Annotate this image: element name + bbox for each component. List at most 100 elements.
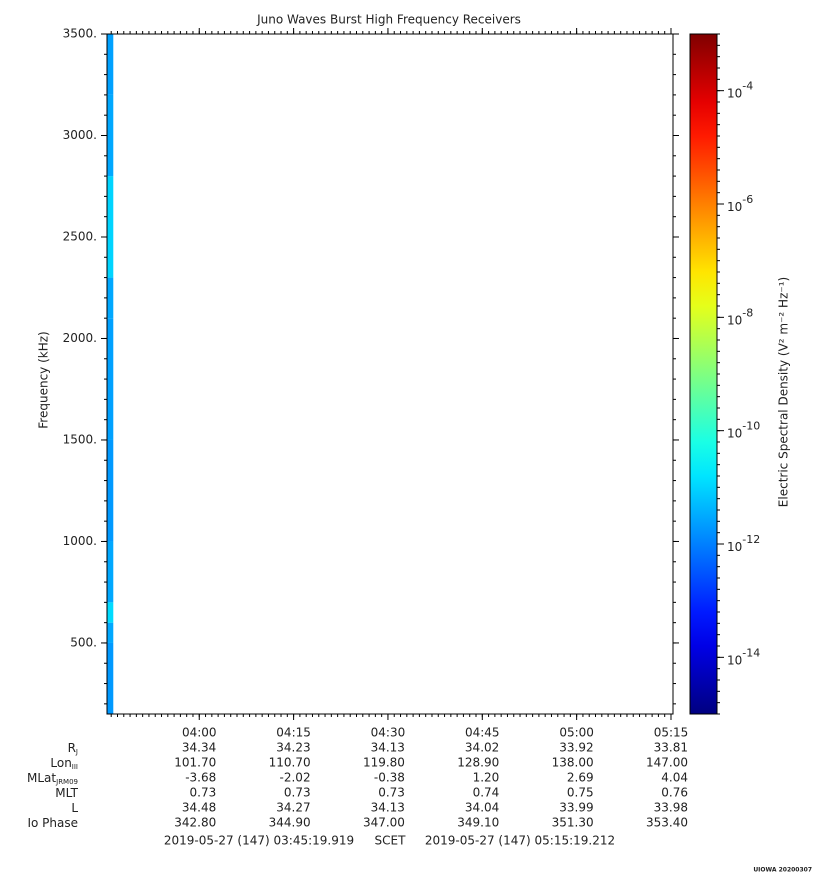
ephemeris-value: 147.00 xyxy=(646,756,688,770)
colorbar-tick-base: 10 xyxy=(727,540,742,554)
footer-middle: SCET xyxy=(375,834,407,848)
footer-start: 2019-05-27 (147) 03:45:19.919 xyxy=(164,834,354,848)
colorbar-tick-base: 10 xyxy=(727,313,742,327)
ephemeris-value: 34.23 xyxy=(276,741,310,755)
ephemeris-value: -2.02 xyxy=(280,771,311,785)
colorbar-tick-base: 10 xyxy=(727,86,742,100)
plot-frame xyxy=(106,33,674,715)
ephemeris-label-text: Io Phase xyxy=(27,816,78,830)
ephemeris-value: 34.27 xyxy=(276,801,310,815)
ephemeris-label-text: MLT xyxy=(55,786,78,800)
colorbar-tick-exponent: -6 xyxy=(742,193,753,206)
x-tick-label: 05:15 xyxy=(654,726,689,740)
y-tick-label: 1000. xyxy=(63,534,97,548)
ephemeris-value: 347.00 xyxy=(363,816,405,830)
spectrogram-cell xyxy=(107,318,114,440)
ephemeris-value: 34.13 xyxy=(371,801,405,815)
ephemeris-label-text: MLat xyxy=(27,771,56,785)
colorbar-tick-exponent: -4 xyxy=(742,80,753,93)
ephemeris-value: 33.92 xyxy=(559,741,593,755)
colorbar-tick-label: 10-10 xyxy=(727,420,760,441)
ephemeris-value: 0.73 xyxy=(378,786,405,800)
spectrogram-cell xyxy=(107,34,114,95)
x-tick-label: 04:45 xyxy=(465,726,500,740)
colorbar xyxy=(689,33,718,715)
ephemeris-value: 34.48 xyxy=(182,801,216,815)
spectrogram-cell xyxy=(107,439,114,542)
ephemeris-label-text: Lon xyxy=(50,756,71,770)
ephemeris-value: 353.40 xyxy=(646,816,688,830)
ephemeris-label: Io Phase xyxy=(27,816,78,830)
colorbar-tick-base: 10 xyxy=(727,426,742,440)
y-axis-label: Frequency (kHz) xyxy=(37,331,51,428)
ephemeris-value: -0.38 xyxy=(374,771,405,785)
x-tick-label: 04:15 xyxy=(276,726,311,740)
colorbar-tick-exponent: -8 xyxy=(742,306,753,319)
ephemeris-value: 0.74 xyxy=(473,786,500,800)
credit: UIOWA 20200307 xyxy=(753,867,812,874)
spectrogram-cell xyxy=(107,277,114,319)
ephemeris-value: 344.90 xyxy=(269,816,311,830)
ephemeris-value: 0.75 xyxy=(567,786,594,800)
colorbar-label: Electric Spectral Density (V² m⁻² Hz⁻¹) xyxy=(777,277,791,507)
ephemeris-label-sub: JRM09 xyxy=(55,778,78,786)
ephemeris-value: 110.70 xyxy=(269,756,311,770)
ephemeris-value: 0.73 xyxy=(190,786,217,800)
ephemeris-value: 4.04 xyxy=(661,771,688,785)
x-tick-label: 04:00 xyxy=(182,726,217,740)
colorbar-tick-exponent: -14 xyxy=(742,646,760,659)
ephemeris-value: 342.80 xyxy=(174,816,216,830)
ephemeris-value: 34.34 xyxy=(182,741,216,755)
colorbar-tick-label: 10-12 xyxy=(727,533,760,554)
ephemeris-value: 34.02 xyxy=(465,741,499,755)
ephemeris-value: 34.04 xyxy=(465,801,499,815)
spectrogram-cell xyxy=(107,541,114,603)
ephemeris-label: LonIII xyxy=(50,756,78,772)
ephemeris-value: 351.30 xyxy=(552,816,594,830)
colorbar-tick-exponent: -10 xyxy=(742,420,760,433)
ephemeris-value: 33.99 xyxy=(559,801,593,815)
spectrogram-cell xyxy=(107,94,114,177)
ephemeris-label-text: R xyxy=(68,741,76,755)
spectrogram-cell xyxy=(107,622,114,643)
ephemeris-value: 349.10 xyxy=(457,816,499,830)
ephemeris-label-sub: III xyxy=(72,763,78,771)
spectrogram-cell xyxy=(107,602,114,623)
colorbar-tick-base: 10 xyxy=(727,200,742,214)
colorbar-tick-label: 10-6 xyxy=(727,193,753,214)
colorbar-tick-label: 10-14 xyxy=(727,646,760,667)
ephemeris-value: -3.68 xyxy=(185,771,216,785)
colorbar-tick-base: 10 xyxy=(727,653,742,667)
ephemeris-label: MLT xyxy=(55,786,78,800)
y-tick-label: 3000. xyxy=(63,128,97,142)
ephemeris-value: 119.80 xyxy=(363,756,405,770)
ephemeris-label-text: L xyxy=(71,801,78,815)
ephemeris-value: 33.98 xyxy=(654,801,688,815)
ephemeris-value: 33.81 xyxy=(654,741,688,755)
colorbar-tick-exponent: -12 xyxy=(742,533,760,546)
ephemeris-label: MLatJRM09 xyxy=(27,771,78,787)
spectrogram-cell xyxy=(107,176,114,278)
y-tick-label: 1500. xyxy=(63,432,97,446)
ephemeris-value: 1.20 xyxy=(473,771,500,785)
ephemeris-label: L xyxy=(71,801,78,815)
ephemeris-value: 0.73 xyxy=(284,786,311,800)
chart-title: Juno Waves Burst High Frequency Receiver… xyxy=(256,13,521,27)
x-tick-label: 05:00 xyxy=(559,726,594,740)
y-tick-label: 2000. xyxy=(63,331,97,345)
ephemeris-value: 138.00 xyxy=(552,756,594,770)
spectrogram-cell xyxy=(107,642,114,714)
footer-end: 2019-05-27 (147) 05:15:19.212 xyxy=(425,834,615,848)
colorbar-tick-label: 10-4 xyxy=(727,80,753,101)
y-tick-label: 2500. xyxy=(63,229,97,243)
colorbar-tick-label: 10-8 xyxy=(727,306,753,327)
ephemeris-value: 0.76 xyxy=(661,786,688,800)
ephemeris-value: 101.70 xyxy=(174,756,216,770)
ephemeris-value: 2.69 xyxy=(567,771,594,785)
ephemeris-label: RJ xyxy=(68,741,78,757)
ephemeris-value: 128.90 xyxy=(457,756,499,770)
ephemeris-label-sub: J xyxy=(75,748,78,756)
x-tick-label: 04:30 xyxy=(371,726,406,740)
y-tick-label: 500. xyxy=(70,635,97,649)
